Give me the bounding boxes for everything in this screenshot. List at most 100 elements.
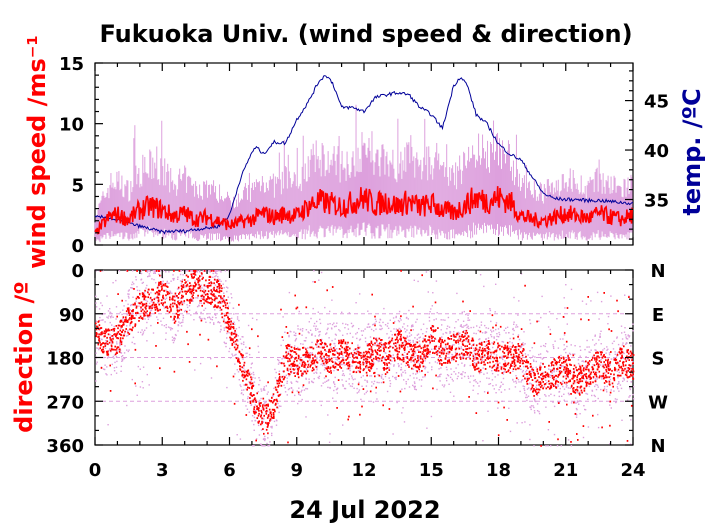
direction-spread-point: [618, 382, 620, 385]
direction-spread-point: [558, 395, 560, 398]
direction-point: [353, 357, 355, 359]
direction-spread-point: [154, 270, 156, 272]
direction-spread-point: [150, 324, 152, 327]
direction-spread-point: [251, 420, 253, 422]
direction-spread-point: [487, 390, 489, 393]
direction-spread-point: [169, 291, 172, 293]
direction-point: [568, 380, 570, 383]
direction-spread-point: [377, 374, 379, 376]
direction-point: [447, 337, 449, 340]
direction-spread-point: [578, 364, 581, 366]
direction-spread-point: [299, 362, 301, 364]
direction-point: [593, 354, 595, 357]
direction-spread-point: [404, 331, 407, 333]
direction-spread-point: [473, 379, 475, 382]
direction-spread-point: [617, 387, 619, 390]
direction-point: [141, 304, 144, 307]
direction-spread-point: [390, 345, 392, 348]
direction-spread-point: [566, 345, 568, 348]
direction-spread-point: [331, 339, 333, 342]
direction-point: [303, 353, 306, 356]
direction-spread-point: [424, 375, 426, 378]
direction-spread-point: [107, 424, 109, 426]
direction-spread-point: [450, 356, 453, 358]
direction-point: [628, 296, 630, 298]
direction-spread-point: [472, 385, 475, 387]
direction-spread-point: [339, 330, 341, 332]
direction-spread-point: [549, 369, 552, 371]
direction-spread-point: [260, 388, 262, 390]
direction-point: [192, 297, 195, 299]
direction-spread-point: [280, 405, 282, 407]
direction-spread-point: [120, 352, 123, 354]
direction-spread-point: [488, 357, 490, 359]
direction-spread-point: [508, 388, 511, 390]
direction-point: [517, 345, 520, 347]
direction-point: [188, 361, 191, 363]
direction-spread-point: [522, 379, 524, 381]
direction-point: [380, 349, 382, 352]
direction-spread-point: [393, 364, 395, 366]
direction-spread-point: [503, 371, 506, 373]
direction-spread-point: [344, 364, 346, 366]
direction-point: [225, 326, 228, 329]
direction-point: [295, 357, 297, 359]
direction-spread-point: [557, 347, 560, 349]
direction-point: [563, 368, 565, 371]
direction-point: [631, 362, 634, 365]
direction-spread-point: [108, 315, 110, 317]
direction-point: [396, 353, 399, 356]
direction-spread-point: [236, 316, 239, 318]
direction-point: [241, 373, 244, 376]
direction-spread-point: [98, 348, 100, 351]
direction-point: [586, 364, 589, 367]
direction-spread-point: [475, 381, 477, 383]
direction-spread-point: [135, 300, 137, 302]
direction-spread-point: [505, 332, 507, 334]
direction-point: [543, 375, 545, 377]
direction-spread-point: [170, 329, 172, 331]
direction-spread-point: [529, 322, 532, 325]
direction-point: [220, 295, 222, 298]
direction-spread-point: [267, 391, 269, 393]
direction-spread-point: [574, 400, 576, 403]
direction-point: [510, 363, 512, 366]
direction-point: [468, 347, 471, 350]
direction-spread-point: [333, 382, 335, 384]
direction-spread-point: [490, 320, 492, 323]
direction-point: [320, 339, 322, 342]
direction-spread-point: [548, 395, 550, 397]
direction-point: [347, 367, 350, 370]
direction-spread-point: [490, 329, 492, 331]
direction-spread-point: [267, 445, 269, 447]
direction-spread-point: [438, 368, 440, 370]
direction-spread-point: [550, 374, 552, 376]
direction-point: [392, 346, 394, 349]
direction-point: [360, 354, 362, 357]
direction-spread-point: [127, 350, 129, 353]
direction-point: [479, 330, 482, 333]
direction-spread-point: [113, 367, 116, 369]
direction-point: [294, 348, 296, 350]
direction-spread-point: [186, 306, 189, 309]
direction-point: [132, 303, 135, 306]
speed-axis-label: wind speed /ms⁻¹: [23, 35, 51, 269]
direction-spread-point: [305, 329, 308, 331]
direction-spread-point: [288, 291, 291, 294]
direction-spread-point: [396, 401, 398, 404]
direction-spread-point: [233, 323, 236, 326]
direction-spread-point: [394, 345, 396, 347]
direction-point: [378, 337, 381, 340]
direction-point: [250, 382, 252, 385]
direction-spread-point: [247, 397, 249, 400]
direction-spread-point: [262, 445, 264, 447]
direction-point: [378, 344, 380, 347]
direction-spread-point: [110, 373, 112, 376]
direction-spread-point: [253, 416, 256, 419]
direction-point: [208, 284, 211, 287]
direction-point: [218, 284, 221, 286]
direction-point: [375, 350, 377, 353]
direction-spread-point: [230, 293, 232, 295]
direction-point: [620, 357, 622, 360]
direction-spread-point: [305, 377, 307, 380]
